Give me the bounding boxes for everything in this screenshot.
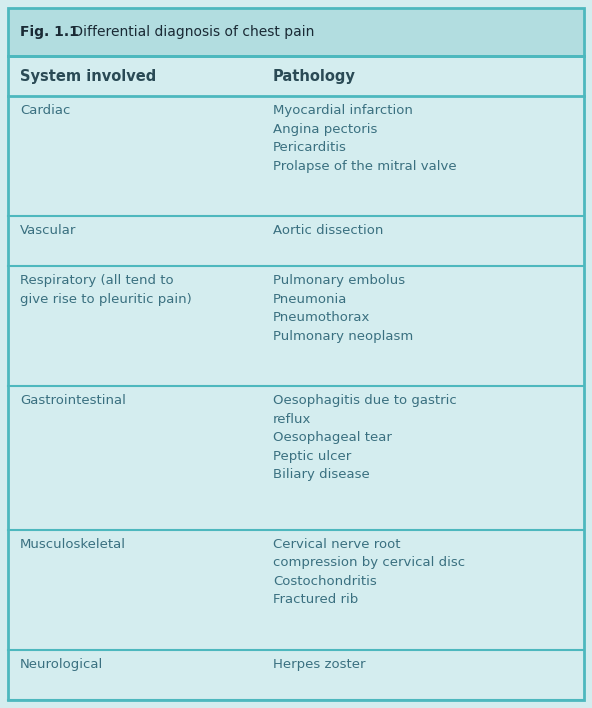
Bar bbox=[8, 650, 584, 700]
Text: Herpes zoster: Herpes zoster bbox=[273, 658, 365, 671]
Text: Pathology: Pathology bbox=[273, 69, 356, 84]
Text: Vascular: Vascular bbox=[20, 224, 76, 237]
Bar bbox=[8, 216, 584, 266]
Bar bbox=[8, 387, 584, 530]
Text: Respiratory (all tend to
give rise to pleuritic pain): Respiratory (all tend to give rise to pl… bbox=[20, 274, 192, 306]
Text: Gastrointestinal: Gastrointestinal bbox=[20, 394, 126, 407]
Text: Differential diagnosis of chest pain: Differential diagnosis of chest pain bbox=[68, 25, 314, 39]
Bar bbox=[8, 530, 584, 650]
Text: Neurological: Neurological bbox=[20, 658, 103, 671]
Bar bbox=[8, 266, 584, 387]
Bar bbox=[8, 8, 584, 56]
Text: Aortic dissection: Aortic dissection bbox=[273, 224, 384, 237]
Text: Cervical nerve root
compression by cervical disc
Costochondritis
Fractured rib: Cervical nerve root compression by cervi… bbox=[273, 538, 465, 606]
Bar bbox=[8, 56, 584, 96]
Text: Musculoskeletal: Musculoskeletal bbox=[20, 538, 126, 551]
Text: System involved: System involved bbox=[20, 69, 156, 84]
Bar bbox=[8, 96, 584, 216]
Bar bbox=[8, 8, 584, 56]
Text: Myocardial infarction
Angina pectoris
Pericarditis
Prolapse of the mitral valve: Myocardial infarction Angina pectoris Pe… bbox=[273, 104, 456, 173]
Text: Cardiac: Cardiac bbox=[20, 104, 70, 117]
Text: Oesophagitis due to gastric
reflux
Oesophageal tear
Peptic ulcer
Biliary disease: Oesophagitis due to gastric reflux Oesop… bbox=[273, 394, 457, 481]
Text: Pulmonary embolus
Pneumonia
Pneumothorax
Pulmonary neoplasm: Pulmonary embolus Pneumonia Pneumothorax… bbox=[273, 274, 413, 343]
Text: Fig. 1.1: Fig. 1.1 bbox=[20, 25, 79, 39]
